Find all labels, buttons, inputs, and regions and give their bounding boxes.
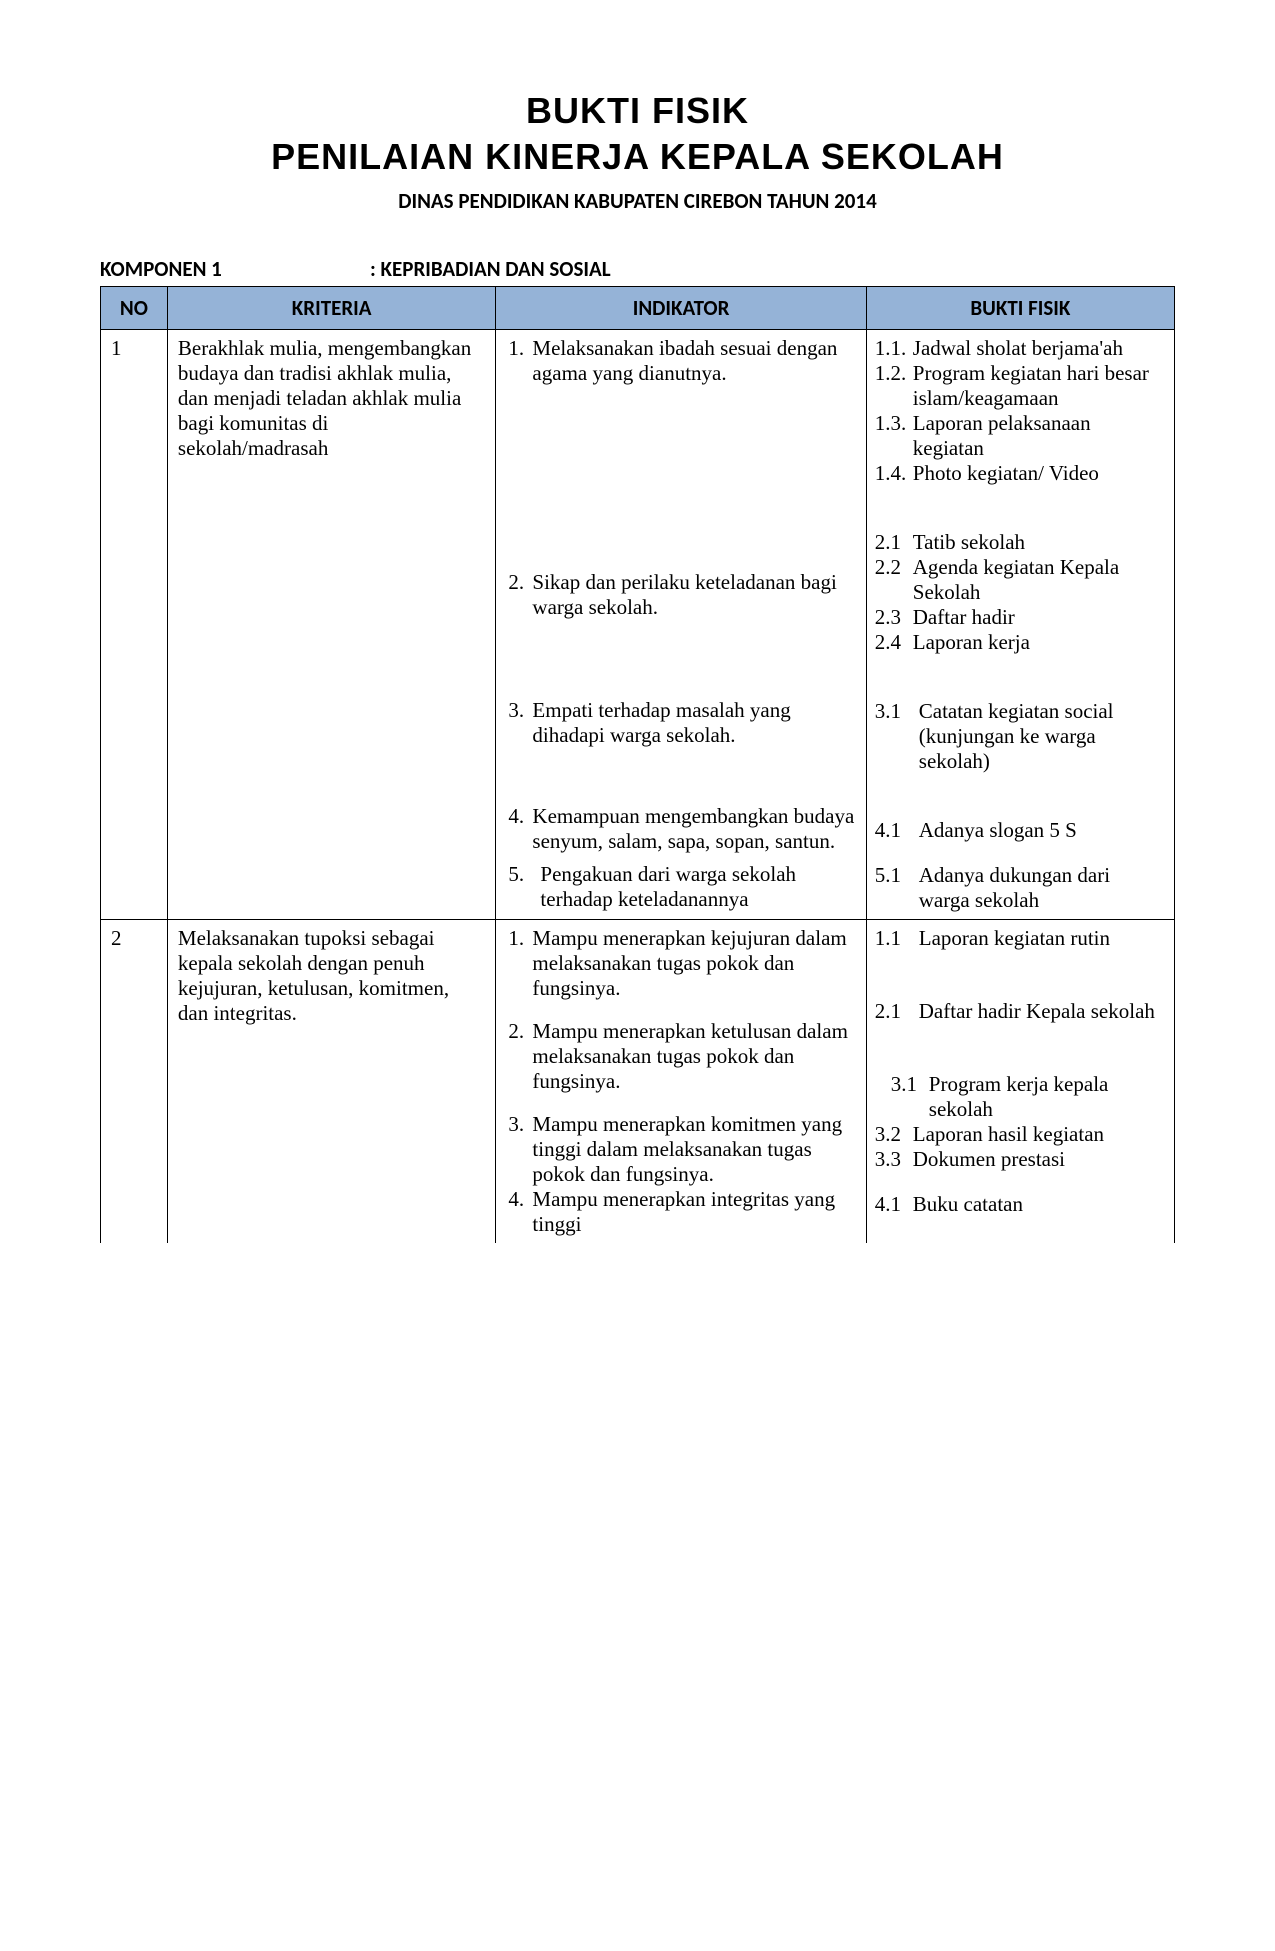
- table-row: 2 Melaksanakan tupoksi sebagai kepala se…: [101, 920, 1175, 1244]
- table-header-row: NO KRITERIA INDIKATOR BUKTI FISIK: [101, 287, 1175, 330]
- bukti-text: Laporan pelaksanaan kegiatan: [913, 411, 1166, 461]
- cell-bukti: 1.1 Laporan kegiatan rutin 2.1 Daftar ha…: [866, 920, 1174, 1244]
- cell-indikator: 1. Melaksanakan ibadah sesuai dengan aga…: [496, 330, 866, 920]
- bukti-num: 4.1: [875, 1192, 913, 1217]
- bukti-num: 3.3: [875, 1147, 913, 1172]
- table-row: 1 Berakhlak mulia, mengembangkan budaya …: [101, 330, 1175, 920]
- indikator-num: 3.: [504, 1112, 532, 1187]
- bukti-text: Laporan kegiatan rutin: [919, 926, 1166, 951]
- indikator-num: 3.: [504, 698, 532, 748]
- bukti-text: Dokumen prestasi: [913, 1147, 1166, 1172]
- bukti-text: Buku catatan: [913, 1192, 1166, 1217]
- bukti-num: 3.1: [891, 1072, 929, 1122]
- cell-kriteria: Berakhlak mulia, mengembangkan budaya da…: [167, 330, 496, 920]
- bukti-num: 5.1: [875, 863, 919, 913]
- bukti-num: 1.4.: [875, 461, 913, 486]
- indikator-num: 5.: [504, 862, 540, 912]
- indikator-text: Melaksanakan ibadah sesuai dengan agama …: [532, 336, 857, 386]
- bukti-text: Laporan hasil kegiatan: [913, 1122, 1166, 1147]
- header-bukti: BUKTI FISIK: [866, 287, 1174, 330]
- component-value: : KEPRIBADIAN DAN SOSIAL: [370, 256, 611, 282]
- indikator-num: 2.: [504, 570, 532, 620]
- indikator-text: Pengakuan dari warga sekolah terhadap ke…: [540, 862, 857, 912]
- assessment-table: NO KRITERIA INDIKATOR BUKTI FISIK 1 Bera…: [100, 286, 1175, 1243]
- bukti-text: Tatib sekolah: [913, 530, 1166, 555]
- bukti-text: Program kerja kepala sekolah: [929, 1072, 1166, 1122]
- bukti-text: Jadwal sholat berjama'ah: [913, 336, 1166, 361]
- bukti-num: 1.1: [875, 926, 919, 951]
- bukti-num: 3.2: [875, 1122, 913, 1147]
- bukti-num: 1.2.: [875, 361, 913, 411]
- indikator-num: 1.: [504, 926, 532, 1001]
- header-indikator: INDIKATOR: [496, 287, 866, 330]
- indikator-num: 1.: [504, 336, 532, 386]
- bukti-text: Adanya slogan 5 S: [919, 818, 1166, 843]
- cell-no: 1: [101, 330, 168, 920]
- bukti-num: 4.1: [875, 818, 919, 843]
- bukti-num: 2.3: [875, 605, 913, 630]
- title-main: BUKTI FISIK: [100, 90, 1175, 132]
- indikator-text: Empati terhadap masalah yang dihadapi wa…: [532, 698, 857, 748]
- bukti-num: 1.1.: [875, 336, 913, 361]
- indikator-text: Kemampuan mengembangkan budaya senyum, s…: [532, 804, 857, 854]
- bukti-text: Agenda kegiatan Kepala Sekolah: [913, 555, 1166, 605]
- title-agency: DINAS PENDIDIKAN KABUPATEN CIREBON TAHUN…: [100, 188, 1175, 214]
- bukti-text: Laporan kerja: [913, 630, 1166, 655]
- indikator-text: Mampu menerapkan integritas yang tinggi: [532, 1187, 857, 1237]
- indikator-text: Mampu menerapkan ketulusan dalam melaksa…: [532, 1019, 857, 1094]
- bukti-text: Daftar hadir Kepala sekolah: [919, 999, 1166, 1024]
- cell-no: 2: [101, 920, 168, 1244]
- indikator-num: 4.: [504, 804, 532, 854]
- indikator-num: 4.: [504, 1187, 532, 1237]
- header-no: NO: [101, 287, 168, 330]
- bukti-text: Adanya dukungan dari warga sekolah: [919, 863, 1166, 913]
- header-kriteria: KRITERIA: [167, 287, 496, 330]
- bukti-text: Catatan kegiatan social (kunjungan ke wa…: [919, 699, 1166, 774]
- cell-indikator: 1. Mampu menerapkan kejujuran dalam mela…: [496, 920, 866, 1244]
- cell-bukti: 1.1.Jadwal sholat berjama'ah 1.2.Program…: [866, 330, 1174, 920]
- bukti-text: Photo kegiatan/ Video: [913, 461, 1166, 486]
- indikator-text: Sikap dan perilaku keteladanan bagi warg…: [532, 570, 857, 620]
- title-sub: PENILAIAN KINERJA KEPALA SEKOLAH: [100, 136, 1175, 178]
- bukti-text: Program kegiatan hari besar islam/keagam…: [913, 361, 1166, 411]
- bukti-num: 2.4: [875, 630, 913, 655]
- bukti-num: 2.2: [875, 555, 913, 605]
- bukti-num: 2.1: [875, 999, 919, 1024]
- component-label: KOMPONEN 1: [100, 256, 370, 282]
- component-row: KOMPONEN 1 : KEPRIBADIAN DAN SOSIAL: [100, 256, 1175, 282]
- indikator-text: Mampu menerapkan komitmen yang tinggi da…: [532, 1112, 857, 1187]
- bukti-text: Daftar hadir: [913, 605, 1166, 630]
- indikator-text: Mampu menerapkan kejujuran dalam melaksa…: [532, 926, 857, 1001]
- bukti-num: 3.1: [875, 699, 919, 774]
- cell-kriteria: Melaksanakan tupoksi sebagai kepala seko…: [167, 920, 496, 1244]
- bukti-num: 2.1: [875, 530, 913, 555]
- indikator-num: 2.: [504, 1019, 532, 1094]
- bukti-num: 1.3.: [875, 411, 913, 461]
